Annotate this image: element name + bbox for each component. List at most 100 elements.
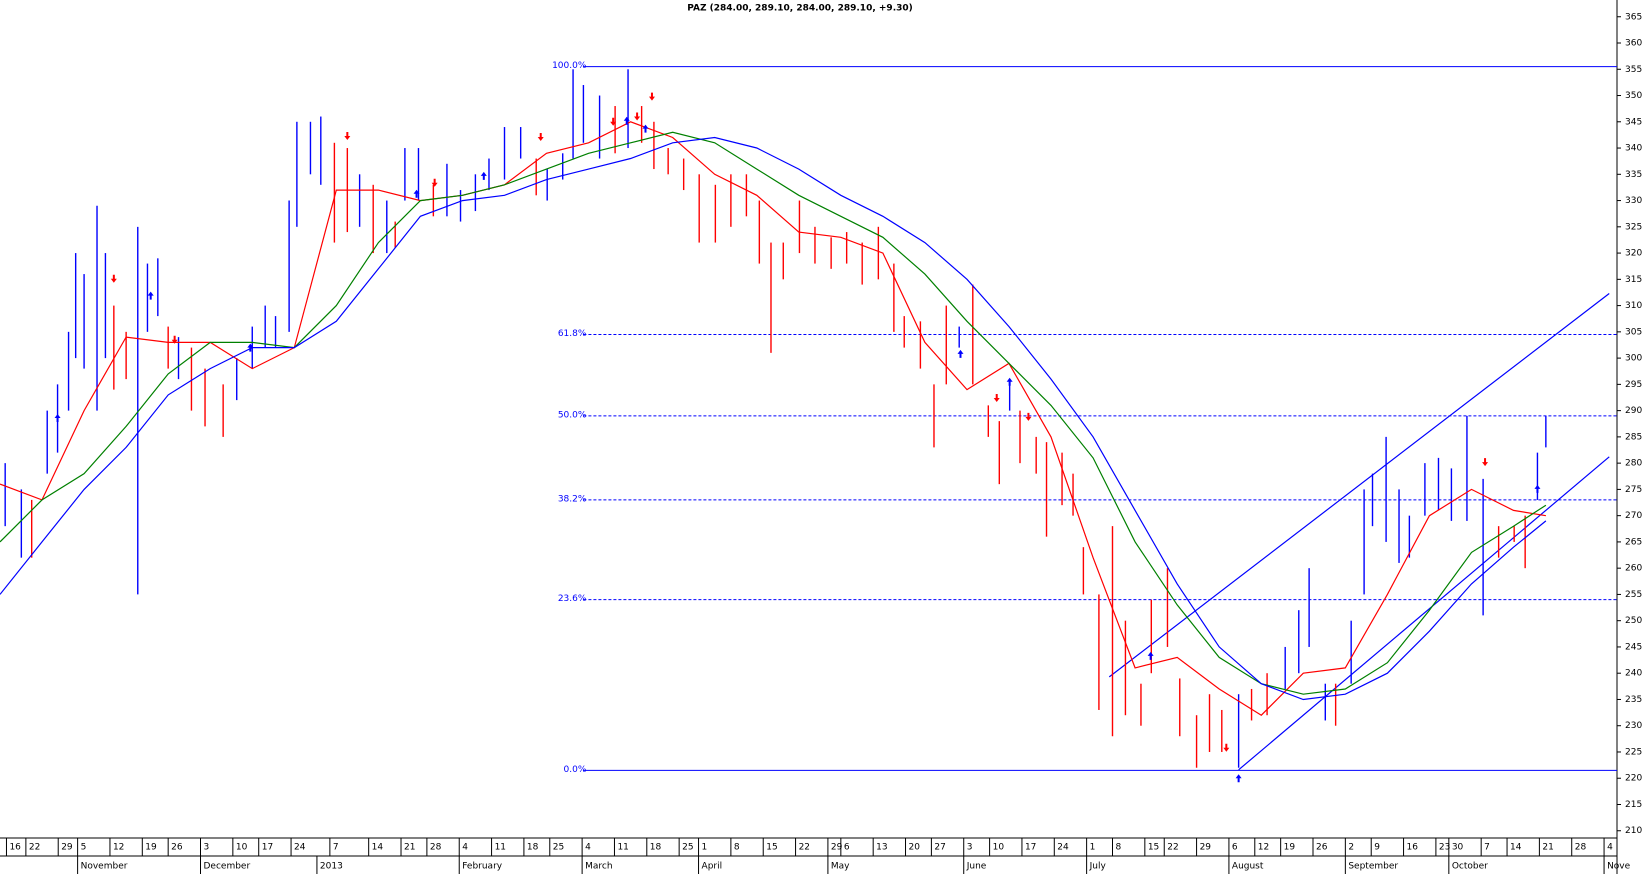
chart-title: PAZ (284.00, 289.10, 284.00, 289.10, +9.… (687, 4, 913, 14)
x-tick-label: 25 (553, 843, 564, 853)
y-tick-label: 295 (1625, 380, 1642, 390)
y-tick-label: 345 (1625, 117, 1642, 127)
x-tick-label: 22 (1167, 843, 1178, 853)
sell-arrow (171, 335, 178, 344)
buy-arrow (957, 349, 964, 358)
sell-arrow (344, 131, 351, 140)
x-tick-label: 13 (876, 843, 887, 853)
x-tick-label: 18 (527, 843, 539, 853)
y-tick-label: 250 (1625, 616, 1642, 626)
y-tick-label: 260 (1625, 564, 1642, 574)
month-label: August (1232, 862, 1264, 872)
x-tick-label: 30 (1452, 843, 1464, 853)
x-tick-label: 23 (1439, 843, 1450, 853)
moving-average (0, 131, 1547, 695)
x-tick-label: 8 (1115, 843, 1121, 853)
x-tick-label: 4 (1607, 843, 1613, 853)
sell-arrow (1482, 458, 1489, 467)
month-label: 2013 (320, 862, 343, 872)
y-tick-label: 290 (1625, 406, 1642, 416)
x-tick-label: 18 (650, 843, 662, 853)
x-tick-label: 26 (1316, 843, 1328, 853)
y-tick-label: 240 (1625, 669, 1642, 679)
y-tick-label: 350 (1625, 91, 1642, 101)
sell-arrow (537, 133, 544, 142)
x-tick-label: 17 (262, 843, 273, 853)
x-tick-label: 29 (831, 843, 843, 853)
sell-arrow (110, 274, 117, 283)
month-label: July (1089, 862, 1107, 872)
month-label: December (204, 862, 251, 872)
x-tick-label: 10 (236, 843, 248, 853)
x-tick-label: 6 (1232, 843, 1238, 853)
y-tick-label: 245 (1625, 642, 1642, 652)
x-tick-label: 2 (1348, 843, 1354, 853)
x-tick-label: 10 (993, 843, 1005, 853)
moving-average (0, 136, 1547, 701)
y-tick-label: 330 (1625, 196, 1642, 206)
month-label: June (966, 862, 987, 872)
x-tick-label: 12 (1258, 843, 1269, 853)
y-tick-label: 280 (1625, 459, 1642, 469)
x-tick-label: 25 (682, 843, 693, 853)
x-tick-label: 21 (404, 843, 415, 853)
sell-arrow (1223, 743, 1230, 752)
month-label: September (1348, 862, 1398, 872)
buy-arrow (642, 124, 649, 133)
x-tick-label: 24 (1057, 843, 1069, 853)
x-tick-label: 4 (585, 843, 591, 853)
x-tick-label: 7 (1484, 843, 1490, 853)
buy-arrow (413, 189, 420, 198)
y-tick-label: 220 (1625, 774, 1642, 784)
y-tick-label: 235 (1625, 695, 1642, 705)
x-tick-label: 26 (171, 843, 183, 853)
y-tick-label: 365 (1625, 12, 1642, 22)
x-tick-label: 5 (81, 843, 87, 853)
x-tick-label: 16 (9, 843, 21, 853)
x-tick-label: 6 (844, 843, 850, 853)
y-tick-label: 325 (1625, 222, 1642, 232)
y-tick-label: 305 (1625, 327, 1642, 337)
moving-average (0, 121, 1546, 716)
trend-line (1108, 293, 1610, 678)
buy-arrow (1235, 774, 1242, 783)
x-tick-label: 14 (1510, 843, 1522, 853)
x-tick-label: 11 (617, 843, 628, 853)
month-label: March (585, 862, 612, 872)
buy-arrow (147, 291, 154, 300)
y-tick-label: 225 (1625, 747, 1642, 757)
y-tick-label: 255 (1625, 590, 1642, 600)
x-tick-label: 24 (294, 843, 306, 853)
buy-arrow (54, 413, 61, 422)
x-tick-label: 3 (204, 843, 210, 853)
sell-arrow (431, 178, 438, 187)
y-tick-label: 360 (1625, 39, 1642, 49)
x-tick-label: 1 (702, 843, 708, 853)
y-tick-label: 310 (1625, 301, 1642, 311)
fib-label: 50.0% (558, 410, 587, 420)
fib-label: 100.0% (552, 61, 587, 71)
x-tick-label: 7 (333, 843, 339, 853)
fib-label: 23.6% (558, 594, 587, 604)
buy-arrow (1534, 484, 1541, 493)
x-tick-label: 28 (1575, 843, 1587, 853)
y-tick-label: 275 (1625, 485, 1642, 495)
fib-label: 38.2% (558, 494, 587, 504)
x-tick-label: 22 (29, 843, 40, 853)
x-tick-label: 16 (1407, 843, 1419, 853)
buy-arrow (480, 171, 487, 180)
x-tick-label: 9 (1374, 843, 1380, 853)
y-tick-label: 335 (1625, 170, 1642, 180)
x-tick-label: 15 (1148, 843, 1159, 853)
x-tick-label: 27 (934, 843, 945, 853)
month-label: October (1452, 862, 1488, 872)
x-tick-label: 22 (799, 843, 810, 853)
buy-arrow (247, 343, 254, 352)
sell-arrow (610, 117, 617, 126)
buy-arrow (1006, 377, 1013, 386)
month-label: April (702, 862, 723, 872)
x-tick-label: 12 (113, 843, 124, 853)
x-tick-label: 29 (1200, 843, 1212, 853)
